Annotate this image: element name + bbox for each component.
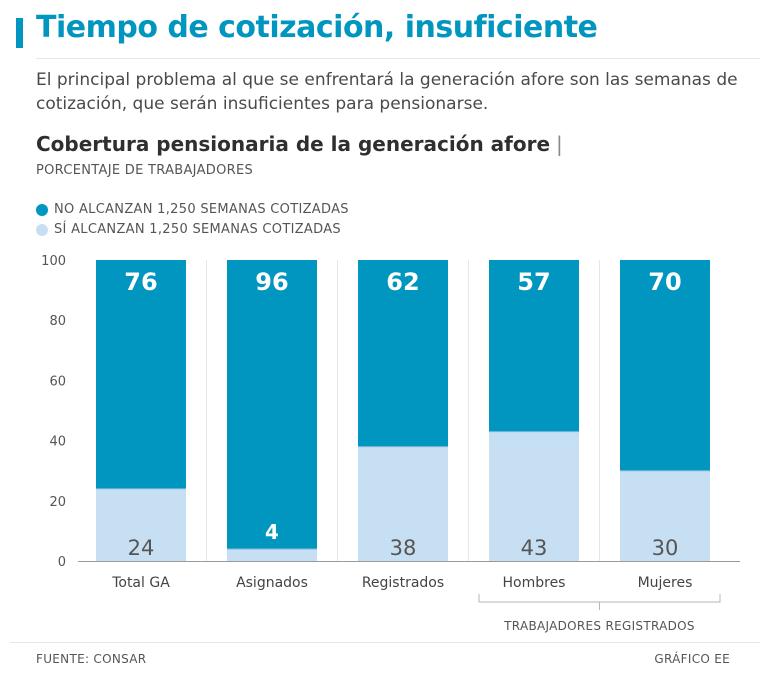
bar-no-alcanzan bbox=[358, 260, 448, 447]
chart-title: Cobertura pensionaria de la generación a… bbox=[36, 132, 563, 156]
title-divider bbox=[36, 58, 760, 59]
bar-no-alcanzan bbox=[489, 260, 579, 432]
y-tick-label: 60 bbox=[49, 374, 66, 389]
group-bracket bbox=[478, 594, 721, 603]
data-label-si-alcanzan: 4 bbox=[265, 520, 279, 544]
bar-si-alcanzan bbox=[227, 548, 317, 561]
page-subtitle: El principal problema al que se enfrenta… bbox=[36, 70, 738, 114]
data-label-no-alcanzan: 96 bbox=[255, 268, 288, 296]
y-tick-label: 0 bbox=[58, 555, 66, 570]
y-tick-label: 20 bbox=[49, 495, 66, 510]
data-label-si-alcanzan: 24 bbox=[128, 536, 155, 560]
stacked-bar-chart: 0 20 40 60 80 100 76 24 Total GA 96 4 Asignados 62 38… bbox=[41, 254, 740, 633]
x-category-label: Mujeres bbox=[638, 575, 693, 591]
chart-title-text: Cobertura pensionaria de la generación a… bbox=[36, 132, 551, 156]
legend-item-no-alcanzan: NO ALCANZAN 1,250 SEMANAS COTIZADAS bbox=[36, 202, 349, 217]
y-tick-label: 100 bbox=[41, 254, 66, 269]
footer-source: FUENTE: CONSAR bbox=[36, 652, 147, 666]
x-category-label: Asignados bbox=[236, 575, 308, 591]
data-label-no-alcanzan: 57 bbox=[517, 268, 550, 296]
bar-si-alcanzan bbox=[620, 470, 710, 561]
group-label: TRABAJADORES REGISTRADOS bbox=[503, 619, 695, 633]
bar-no-alcanzan bbox=[227, 260, 317, 549]
data-label-si-alcanzan: 38 bbox=[390, 536, 417, 560]
data-label-no-alcanzan: 76 bbox=[124, 268, 157, 296]
data-label-si-alcanzan: 43 bbox=[521, 536, 548, 560]
title-accent-bar bbox=[16, 18, 23, 48]
legend-label-no-alcanzan: NO ALCANZAN 1,250 SEMANAS COTIZADAS bbox=[54, 202, 349, 217]
footer-divider bbox=[10, 642, 760, 643]
data-label-no-alcanzan: 70 bbox=[648, 268, 681, 296]
bar-si-alcanzan bbox=[489, 431, 579, 561]
bar-si-alcanzan bbox=[358, 446, 448, 561]
x-category-label: Hombres bbox=[503, 575, 566, 591]
legend-swatch-no-alcanzan bbox=[36, 203, 48, 216]
bar-no-alcanzan bbox=[96, 260, 186, 489]
legend-item-si-alcanzan: SÍ ALCANZAN 1,250 SEMANAS COTIZADAS bbox=[36, 222, 341, 237]
chart-title-mark: | bbox=[556, 132, 563, 156]
y-tick-label: 80 bbox=[49, 314, 66, 329]
chart-subtitle: PORCENTAJE DE TRABAJADORES bbox=[36, 163, 254, 178]
legend-label-si-alcanzan: SÍ ALCANZAN 1,250 SEMANAS COTIZADAS bbox=[54, 222, 341, 237]
x-category-label: Registrados bbox=[362, 575, 444, 591]
bar-si-alcanzan bbox=[96, 488, 186, 561]
legend-swatch-si-alcanzan bbox=[36, 223, 48, 236]
data-label-si-alcanzan: 30 bbox=[652, 536, 679, 560]
bar-no-alcanzan bbox=[620, 260, 710, 471]
y-tick-label: 40 bbox=[49, 435, 66, 450]
footer-credit: GRÁFICO EE bbox=[654, 652, 730, 666]
x-category-label: Total GA bbox=[111, 575, 170, 591]
page-title: Tiempo de cotización, insuficiente bbox=[36, 10, 598, 45]
data-label-no-alcanzan: 62 bbox=[386, 268, 419, 296]
